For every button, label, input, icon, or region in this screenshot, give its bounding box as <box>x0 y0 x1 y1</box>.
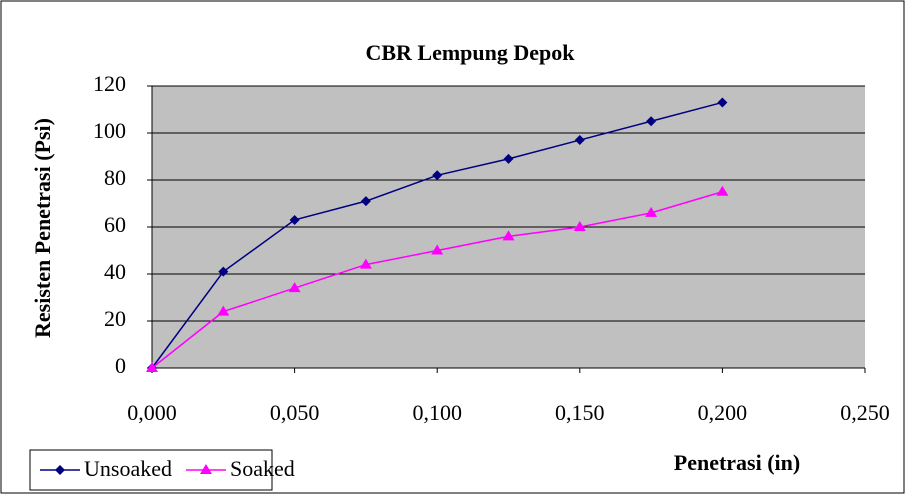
x-tick-label: 0,000 <box>127 400 177 425</box>
y-tick-label: 80 <box>104 165 126 190</box>
x-tick-label: 0,150 <box>555 400 605 425</box>
x-tick-label: 0,100 <box>412 400 462 425</box>
y-axis-label: Resisten Penetrasi (Psi) <box>30 118 55 338</box>
y-tick-label: 20 <box>104 306 126 331</box>
y-tick-label: 100 <box>93 118 126 143</box>
y-tick-label: 0 <box>115 353 126 378</box>
x-tick-label: 0,250 <box>840 400 890 425</box>
x-axis-label: Penetrasi (in) <box>674 450 800 475</box>
chart: CBR Lempung Depok Penetrasi (in) Resiste… <box>0 0 906 495</box>
chart-title: CBR Lempung Depok <box>365 40 575 65</box>
y-tick-label: 60 <box>104 212 126 237</box>
legend-label: Soaked <box>230 456 295 481</box>
y-tick-label: 120 <box>93 71 126 96</box>
y-tick-label: 40 <box>104 259 126 284</box>
x-tick-label: 0,050 <box>270 400 320 425</box>
x-tick-label: 0,200 <box>698 400 748 425</box>
legend-label: Unsoaked <box>84 456 172 481</box>
